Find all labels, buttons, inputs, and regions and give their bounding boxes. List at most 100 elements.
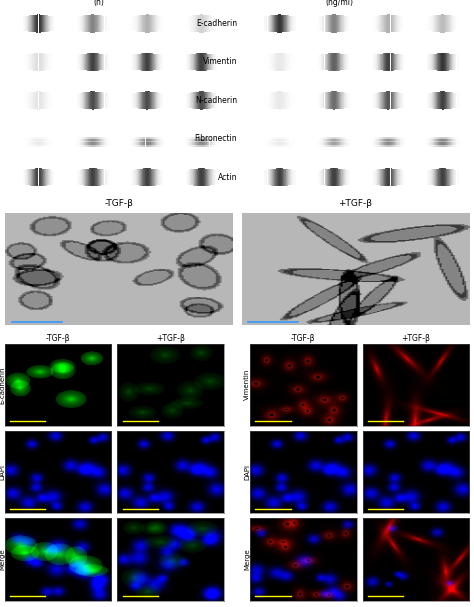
Bar (192, 54, 193, 70)
Bar (380, 142, 381, 147)
Bar (153, 138, 154, 145)
Bar (272, 142, 273, 147)
Bar (190, 169, 191, 185)
Bar (443, 92, 444, 109)
Bar (79, 138, 80, 145)
Bar (38, 168, 39, 186)
Bar (285, 138, 286, 145)
Bar (85, 53, 86, 70)
Bar (348, 93, 349, 108)
Bar (144, 92, 145, 109)
Bar (293, 142, 294, 147)
Bar (382, 53, 383, 70)
Bar (36, 137, 37, 141)
Bar (292, 169, 293, 185)
Bar (376, 93, 377, 108)
Bar (432, 92, 433, 109)
Bar (432, 137, 433, 141)
Bar (452, 16, 453, 32)
Bar (201, 53, 202, 71)
Bar (138, 169, 139, 186)
Bar (454, 169, 455, 185)
Bar (432, 16, 433, 32)
Bar (278, 15, 279, 33)
Bar (54, 54, 55, 70)
Bar (401, 16, 402, 32)
Bar (454, 54, 455, 70)
Bar (348, 169, 349, 185)
Bar (41, 53, 42, 71)
Bar (390, 138, 391, 145)
Bar (265, 137, 266, 141)
Bar (280, 137, 281, 141)
Bar (39, 137, 40, 141)
Bar (334, 168, 335, 186)
Bar (149, 92, 150, 109)
Bar (440, 15, 441, 33)
Bar (208, 137, 209, 141)
Bar (281, 137, 282, 141)
Bar (322, 16, 323, 32)
Bar (148, 142, 149, 147)
Bar (133, 16, 134, 32)
Bar (289, 92, 290, 109)
Bar (390, 137, 391, 141)
Bar (389, 92, 390, 109)
Bar (328, 142, 329, 147)
Bar (203, 92, 204, 109)
Bar (279, 168, 280, 186)
Bar (95, 138, 96, 145)
Bar (54, 142, 55, 147)
Bar (202, 168, 203, 186)
Bar (318, 142, 319, 147)
Bar (288, 169, 289, 186)
Bar (433, 138, 434, 145)
Bar (145, 53, 146, 71)
Bar (429, 93, 430, 108)
Bar (454, 138, 455, 145)
Bar (196, 142, 197, 147)
Bar (403, 169, 404, 185)
Bar (384, 15, 385, 32)
Bar (295, 16, 296, 32)
Bar (138, 92, 139, 109)
Bar (329, 169, 330, 186)
Bar (159, 54, 160, 70)
Bar (458, 16, 459, 32)
Bar (99, 142, 100, 147)
Bar (278, 142, 279, 147)
Bar (430, 138, 431, 145)
Bar (387, 142, 388, 147)
Bar (459, 142, 460, 147)
Bar (431, 137, 432, 141)
Bar (285, 15, 286, 32)
Bar (321, 93, 322, 108)
Bar (136, 138, 137, 145)
Bar (384, 142, 385, 147)
Bar (287, 169, 288, 186)
Bar (452, 138, 453, 145)
Text: TGF-β
(h): TGF-β (h) (87, 0, 110, 7)
Bar (140, 92, 141, 109)
Bar (318, 137, 319, 141)
Bar (24, 54, 25, 70)
Bar (150, 142, 151, 147)
Bar (294, 16, 295, 32)
Bar (25, 93, 26, 108)
Bar (445, 138, 446, 145)
Bar (337, 138, 338, 145)
Bar (345, 54, 346, 70)
Bar (452, 142, 453, 147)
Bar (98, 169, 99, 186)
Bar (160, 54, 161, 70)
Bar (195, 137, 196, 141)
Bar (456, 54, 457, 70)
Bar (101, 15, 102, 32)
Bar (81, 142, 82, 147)
Bar (272, 169, 273, 186)
Bar (325, 137, 326, 141)
Bar (207, 169, 208, 186)
Bar (161, 16, 162, 32)
Y-axis label: DAPI: DAPI (245, 464, 250, 480)
Bar (387, 15, 388, 33)
